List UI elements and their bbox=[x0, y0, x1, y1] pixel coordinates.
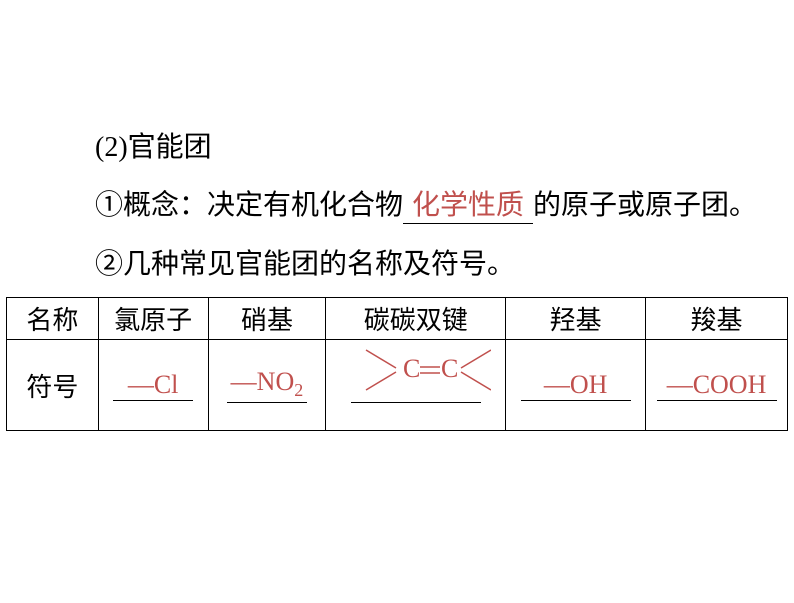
row-label: 符号 bbox=[7, 340, 99, 431]
concept-pre: ①概念：决定有机化合物 bbox=[95, 190, 403, 221]
symbol-no2: —NO2 bbox=[227, 367, 307, 402]
header-no2: 硝基 bbox=[208, 298, 326, 340]
header-cc: 碳碳双键 bbox=[326, 298, 506, 340]
double-bond-wrapper: C C bbox=[326, 340, 505, 430]
table-header-row: 名称 氯原子 硝基 碳碳双键 羟基 羧基 bbox=[7, 298, 788, 340]
content-area: (2)官能团 ①概念：决定有机化合物化学性质的原子或原子团。 ②几种常见官能团的… bbox=[0, 0, 794, 431]
symbol-no2-cell: —NO2 bbox=[208, 340, 326, 431]
concept-blank: 化学性质 bbox=[403, 183, 533, 224]
no2-sub: 2 bbox=[294, 381, 303, 401]
symbol-cooh: —COOH bbox=[657, 370, 777, 401]
symbol-cl: —Cl bbox=[113, 370, 193, 401]
double-bond-icon: C C bbox=[341, 340, 491, 400]
functional-groups-table: 名称 氯原子 硝基 碳碳双键 羟基 羧基 符号 —Cl —NO2 C bbox=[6, 297, 788, 431]
cc-underline bbox=[351, 402, 481, 403]
header-cl: 氯原子 bbox=[98, 298, 208, 340]
concept-post: 的原子或原子团。 bbox=[533, 190, 757, 221]
table-symbol-row: 符号 —Cl —NO2 C C bbox=[7, 340, 788, 431]
symbol-oh-cell: —OH bbox=[506, 340, 646, 431]
symbol-cooh-cell: —COOH bbox=[646, 340, 788, 431]
header-cooh: 羧基 bbox=[646, 298, 788, 340]
symbol-cl-cell: —Cl bbox=[98, 340, 208, 431]
heading-line: (2)官能团 bbox=[95, 125, 794, 165]
symbol-oh: —OH bbox=[521, 370, 631, 401]
symbol-cc-cell: C C bbox=[326, 340, 506, 431]
concept-line: ①概念：决定有机化合物化学性质的原子或原子团。 bbox=[95, 183, 794, 224]
subheading-line: ②几种常见官能团的名称及符号。 bbox=[95, 242, 794, 282]
header-oh: 羟基 bbox=[506, 298, 646, 340]
cc-c1: C bbox=[403, 354, 420, 383]
no2-pre: —NO bbox=[231, 367, 295, 396]
cc-c2: C bbox=[441, 354, 458, 383]
header-name: 名称 bbox=[7, 298, 99, 340]
